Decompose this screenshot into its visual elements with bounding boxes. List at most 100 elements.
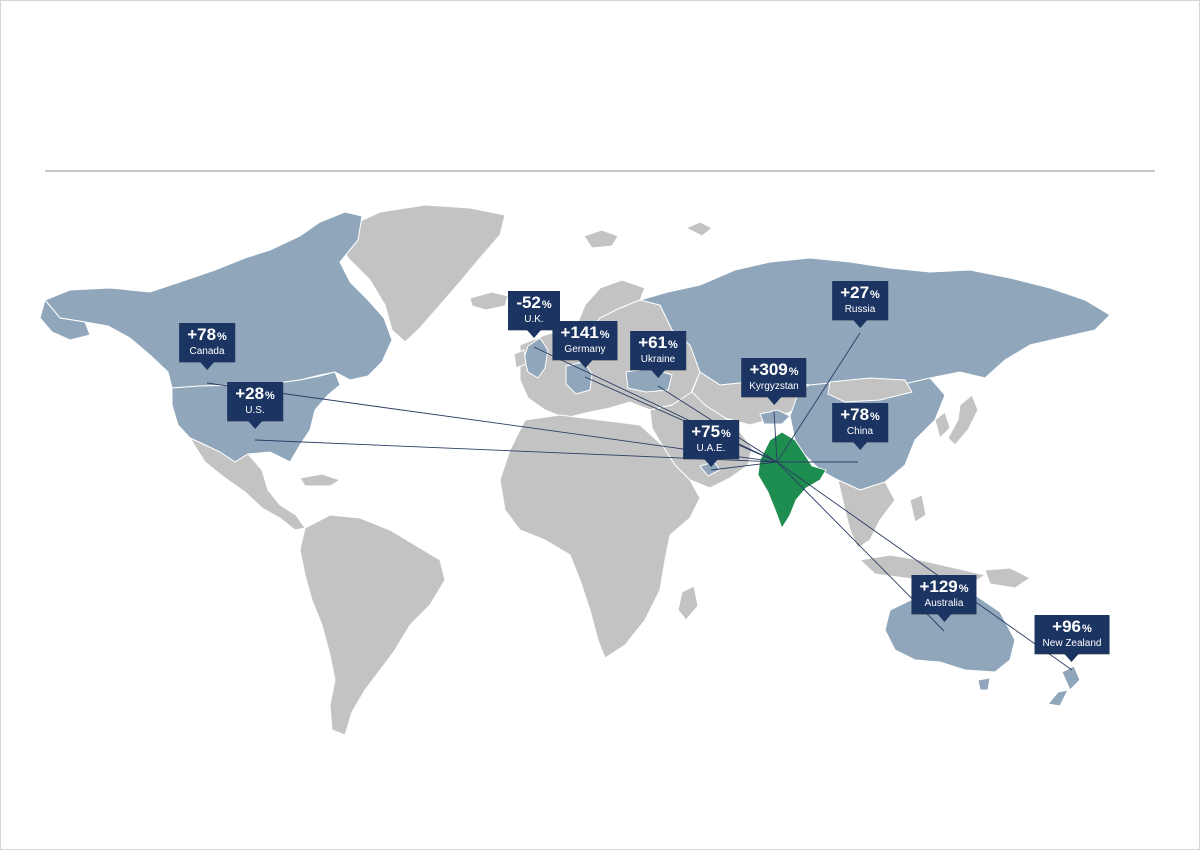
mexico-landmass — [188, 436, 306, 531]
callout-pointer — [1064, 654, 1079, 662]
philippines-islands — [909, 494, 927, 523]
country-label: Australia — [924, 598, 964, 609]
callout-pointer — [527, 330, 541, 338]
callout-number: +27 — [840, 283, 870, 302]
callout-pointer — [248, 421, 262, 429]
callout-value: +309% — [749, 361, 798, 381]
callout-box: +141% Germany — [552, 321, 618, 360]
callout-value: -52% — [516, 294, 551, 314]
madagascar-landmass — [677, 585, 699, 621]
percent-sign: % — [1082, 623, 1092, 635]
greenland-landmass — [337, 204, 506, 343]
callout-australia: +129% Australia — [911, 575, 977, 622]
alaska-landmass — [39, 298, 91, 341]
callout-box: +78% China — [832, 403, 888, 442]
callout-number: +141 — [560, 323, 599, 342]
callout-value: +141% — [560, 324, 609, 344]
callout-pointer — [200, 362, 214, 370]
tasmania-landmass — [977, 677, 991, 691]
country-label: U.S. — [245, 405, 265, 416]
new-guinea-landmass — [984, 567, 1031, 589]
country-label: U.K. — [524, 314, 544, 325]
connector-kyrgyzstan — [773, 410, 778, 463]
callout-value: +61% — [638, 334, 678, 354]
callout-us: +28% U.S. — [227, 382, 283, 429]
country-label: China — [846, 426, 874, 437]
callout-number: +28 — [235, 384, 265, 403]
callout-number: +61 — [638, 333, 668, 352]
country-label: New Zealand — [1042, 638, 1102, 649]
callout-pointer — [577, 360, 592, 368]
callout-box: -52% U.K. — [508, 291, 560, 330]
callout-kyrgyzstan: +309% Kyrgyzstan — [741, 358, 807, 405]
country-label: Germany — [564, 344, 606, 355]
korea-landmass — [934, 411, 951, 439]
callout-canada: +78% Canada — [179, 323, 235, 370]
callout-china: +78% China — [832, 403, 888, 450]
arctic-island — [684, 221, 713, 237]
new-zealand-landmass — [1047, 665, 1081, 707]
callout-germany: +141% Germany — [552, 321, 618, 368]
callout-number: +129 — [919, 577, 958, 596]
callout-value: +78% — [840, 406, 880, 426]
south-america-landmass — [299, 514, 446, 736]
callout-value: +129% — [919, 578, 968, 598]
japan-landmass — [947, 394, 979, 446]
callout-box: +27% Russia — [832, 281, 888, 320]
caribbean-islands — [299, 473, 342, 487]
callout-pointer — [767, 397, 781, 405]
callout-number: +78 — [187, 325, 217, 344]
callout-number: +309 — [749, 360, 788, 379]
southeast-asia-landmass — [837, 479, 896, 549]
connector-russia — [776, 332, 861, 463]
connector-lines — [206, 332, 1073, 671]
percent-sign: % — [599, 329, 610, 341]
connector-germany — [584, 376, 778, 463]
percent-sign: % — [541, 299, 552, 311]
india-landmass — [757, 431, 827, 529]
canada-landmass — [44, 211, 393, 389]
callout-box: +75% U.A.E. — [683, 420, 739, 459]
callout-value: +96% — [1052, 618, 1092, 638]
country-label: Russia — [844, 304, 876, 315]
callout-box: +309% Kyrgyzstan — [741, 358, 807, 397]
connector-canada — [206, 382, 778, 463]
percent-sign: % — [721, 428, 731, 440]
percent-sign: % — [217, 331, 227, 343]
callout-number: -52 — [516, 293, 541, 312]
callout-uk: -52% U.K. — [508, 291, 560, 338]
callout-newzealand: +96% New Zealand — [1034, 615, 1110, 662]
svalbard-landmass — [583, 229, 619, 249]
percent-sign: % — [870, 411, 880, 423]
callout-box: +61% Ukraine — [630, 331, 686, 370]
callout-pointer — [651, 370, 665, 378]
iceland-landmass — [469, 291, 509, 311]
callout-number: +78 — [840, 405, 870, 424]
callout-number: +96 — [1052, 617, 1082, 636]
callout-value: +27% — [840, 284, 880, 304]
callout-pointer — [936, 614, 951, 622]
africa-landmass — [499, 414, 701, 659]
ireland-landmass — [513, 349, 527, 369]
percent-sign: % — [788, 366, 799, 378]
callout-box: +96% New Zealand — [1034, 615, 1110, 654]
callout-box: +28% U.S. — [227, 382, 283, 421]
callout-ukraine: +61% Ukraine — [630, 331, 686, 378]
callout-value: +78% — [187, 326, 227, 346]
percent-sign: % — [870, 289, 880, 301]
callout-uae: +75% U.A.E. — [683, 420, 739, 467]
country-label: Ukraine — [640, 354, 676, 365]
callout-russia: +27% Russia — [832, 281, 888, 328]
connector-newzealand — [776, 461, 1073, 671]
percent-sign: % — [668, 339, 678, 351]
percent-sign: % — [958, 583, 969, 595]
country-label: U.A.E. — [696, 443, 726, 454]
connector-uae — [710, 461, 778, 471]
callout-pointer — [704, 459, 718, 467]
header-divider — [45, 170, 1155, 172]
callout-box: +129% Australia — [911, 575, 977, 614]
percent-sign: % — [265, 390, 275, 402]
callout-value: +75% — [691, 423, 731, 443]
